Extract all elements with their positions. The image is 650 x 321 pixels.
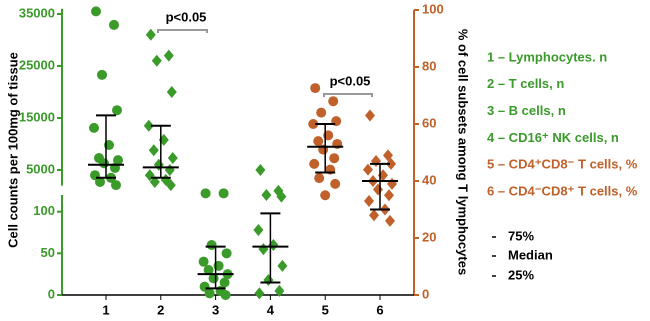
data-point	[253, 224, 264, 236]
data-point	[373, 183, 383, 196]
data-point	[276, 190, 287, 203]
y-tick-label: 50	[41, 245, 55, 260]
y2-tick-label: 60	[422, 115, 436, 130]
data-point	[314, 173, 325, 184]
data-point	[308, 119, 319, 129]
data-point	[111, 180, 121, 191]
data-point	[200, 188, 211, 199]
y-tick-label: 25000	[19, 57, 55, 72]
data-point	[163, 49, 174, 62]
data-point	[204, 288, 215, 299]
x-tick-label: 3	[212, 302, 219, 317]
x-tick-label: 4	[267, 302, 275, 317]
data-point	[112, 105, 122, 116]
data-point	[219, 277, 230, 288]
data-point	[309, 158, 320, 169]
y-tick-label: 15000	[19, 109, 55, 124]
data-point	[153, 158, 164, 171]
data-point	[89, 122, 99, 133]
legend-label: 1 – Lymphocytes. n	[487, 49, 607, 64]
data-point	[167, 152, 178, 165]
y-tick-label: 100	[33, 203, 55, 218]
significance-bracket	[157, 29, 208, 33]
data-point	[330, 178, 341, 189]
data-point	[328, 96, 339, 107]
data-point	[95, 176, 105, 187]
data-point	[255, 164, 266, 176]
significance-label: p<0.05	[330, 73, 371, 88]
data-point	[148, 144, 159, 157]
y2-axis-label: % of cell subsets among T lymphocytes	[456, 29, 471, 275]
data-point	[203, 265, 214, 275]
data-point	[385, 214, 395, 227]
data-point	[149, 175, 160, 188]
data-point	[97, 69, 107, 80]
y2-tick-label: 100	[422, 1, 444, 16]
data-point	[369, 209, 379, 222]
data-point	[258, 243, 269, 256]
data-point	[384, 189, 394, 202]
legend-label: 4 – CD16⁺ NK cells, n	[487, 130, 619, 145]
data-point	[387, 177, 397, 190]
data-point	[221, 248, 232, 259]
legend-label: 2 – T cells, n	[487, 76, 564, 91]
data-point	[218, 188, 229, 199]
data-point	[151, 54, 162, 67]
data-point	[277, 259, 288, 272]
data-point	[364, 194, 374, 207]
key-label: 25%	[508, 267, 534, 282]
data-point	[220, 290, 231, 300]
data-point	[109, 19, 119, 30]
data-point	[329, 153, 340, 164]
legend-label: 6 – CD4⁻CD8⁺ T cells, %	[487, 183, 638, 198]
data-point	[164, 164, 175, 176]
data-point	[313, 136, 324, 147]
x-tick-label: 1	[102, 302, 109, 317]
y-tick-label: 0	[48, 286, 55, 301]
x-tick-label: 5	[322, 302, 329, 317]
data-point	[274, 284, 285, 297]
data-point	[143, 119, 154, 132]
y2-tick-label: 20	[422, 229, 436, 244]
y-tick-label: 5000	[26, 161, 55, 176]
data-point	[166, 86, 177, 98]
data-point	[310, 83, 321, 94]
data-point	[383, 149, 393, 162]
x-tick-label: 6	[376, 302, 383, 317]
data-point	[320, 190, 331, 201]
significance-bracket	[323, 93, 373, 97]
data-point	[316, 107, 327, 118]
y2-tick-label: 40	[422, 172, 436, 187]
data-point	[386, 157, 396, 170]
y-tick-label: 35000	[19, 5, 55, 20]
legend-label: 5 – CD4⁺CD8⁻ T cells, %	[487, 157, 638, 172]
data-point	[261, 189, 272, 201]
data-point	[263, 274, 274, 286]
y2-tick-label: 80	[422, 58, 436, 73]
data-point	[365, 109, 375, 122]
data-point	[99, 158, 109, 169]
x-tick-label: 2	[157, 302, 164, 317]
y-axis-label: Cell counts per 100mg of tissue	[5, 52, 20, 248]
y2-tick-label: 0	[422, 286, 429, 301]
data-point	[145, 28, 156, 41]
legend-label: 3 – B cells, n	[487, 103, 566, 118]
data-point	[91, 6, 101, 17]
key-label: Median	[508, 247, 553, 262]
data-point	[254, 287, 265, 300]
data-point	[363, 163, 373, 176]
data-point	[165, 179, 176, 192]
data-point	[198, 256, 209, 267]
significance-label: p<0.05	[166, 9, 207, 24]
data-point	[113, 155, 123, 166]
key-label: 75%	[508, 228, 534, 243]
